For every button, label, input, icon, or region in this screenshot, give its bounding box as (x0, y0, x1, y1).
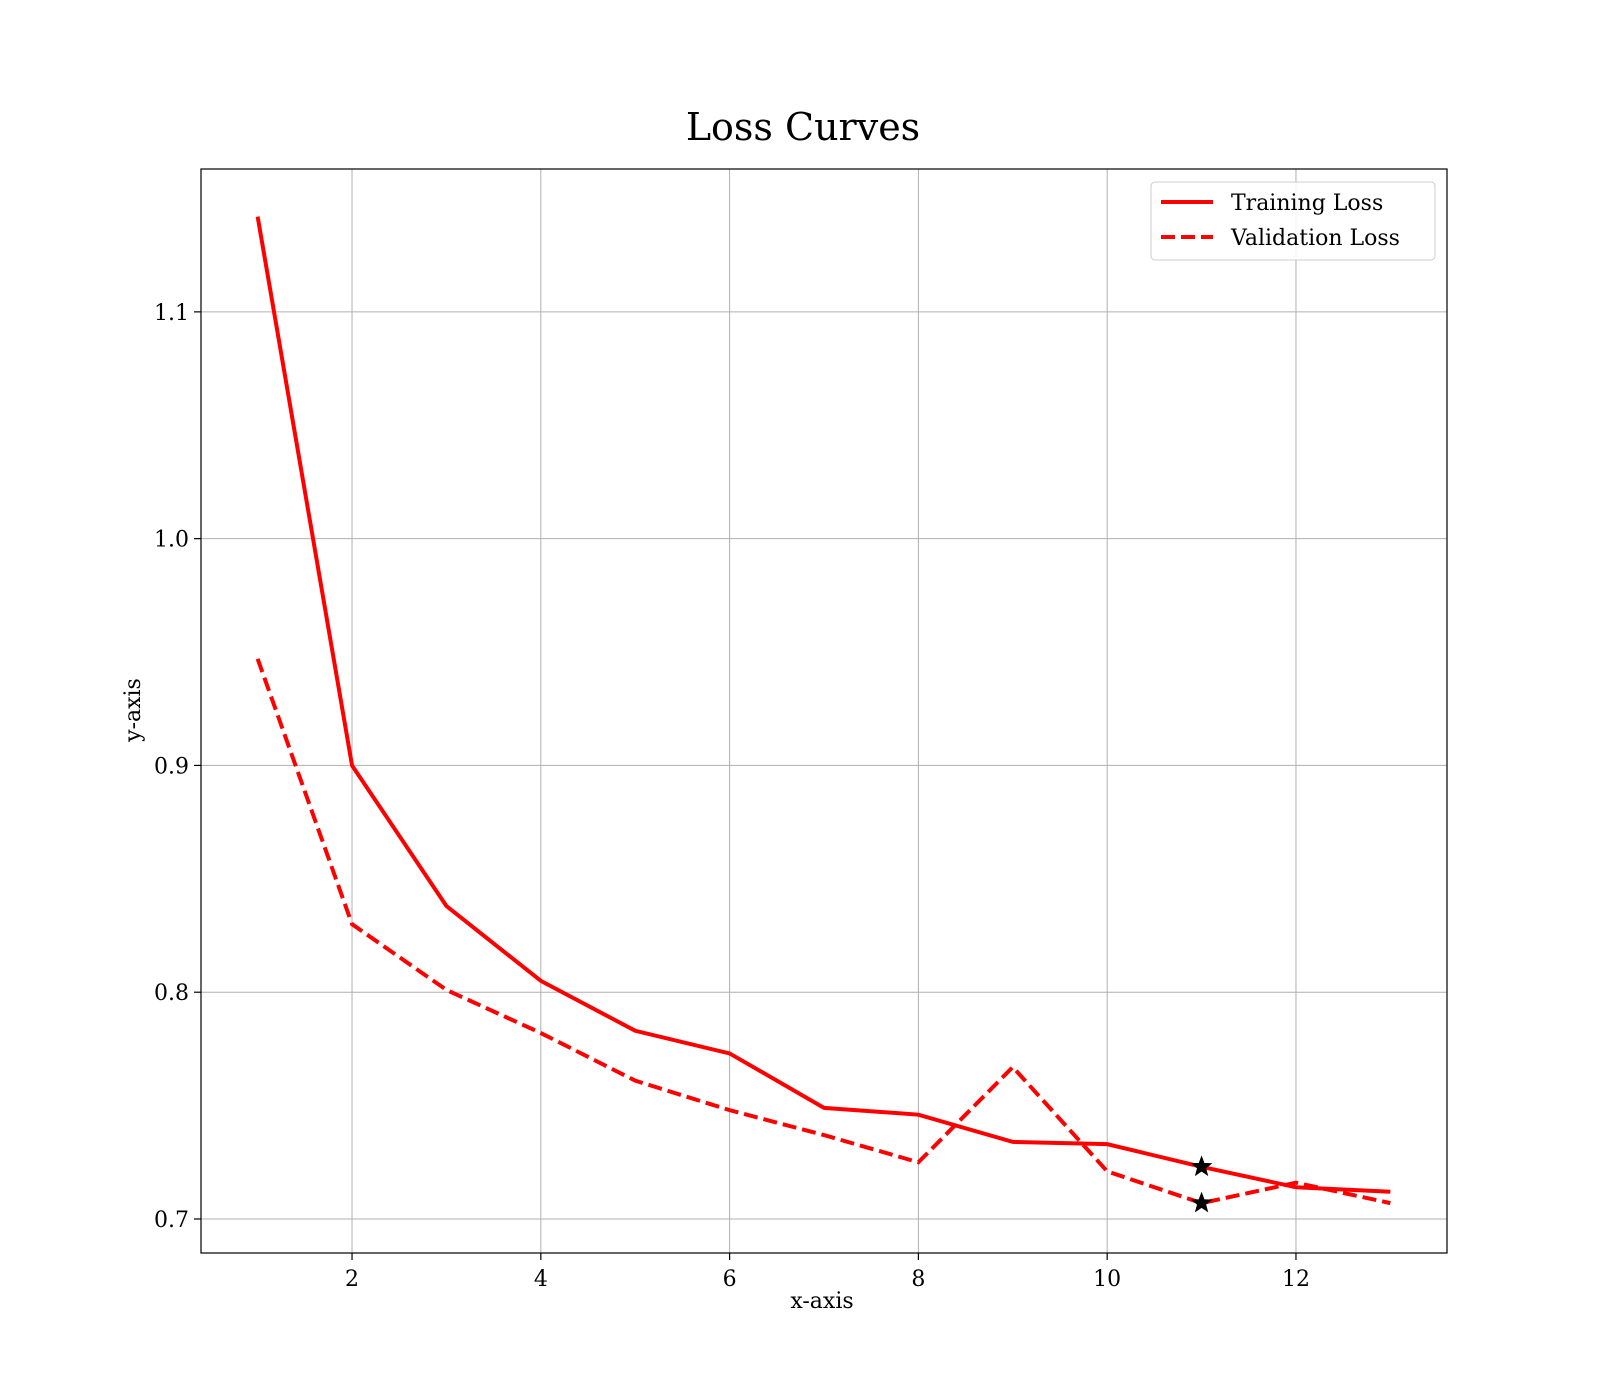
y-tick-label: 0.7 (154, 1208, 189, 1233)
x-tick-label: 8 (911, 1267, 925, 1292)
x-tick-label: 2 (345, 1267, 359, 1292)
validation-loss-line (255, 658, 1391, 1206)
y-axis-label: y-axis (121, 678, 146, 743)
grid-lines (201, 169, 1447, 1253)
star-icon (1190, 1155, 1213, 1177)
tick-labels: 2 4 6 8 10 12 0.7 0.8 0.9 1.0 1.1 (154, 301, 1310, 1292)
legend-label: Validation Loss (1230, 226, 1400, 251)
x-tick-label: 12 (1282, 1267, 1310, 1292)
y-tick-label: 1.0 (154, 528, 189, 553)
training-loss-line (255, 216, 1391, 1194)
y-tick-label: 1.1 (154, 301, 189, 326)
x-tick-label: 10 (1093, 1267, 1121, 1292)
legend-box (1150, 181, 1436, 261)
x-tick-label: 4 (534, 1267, 548, 1292)
y-tick-label: 0.9 (154, 754, 189, 779)
axes (194, 168, 1448, 1260)
legend-label: Training Loss (1231, 191, 1383, 216)
data-series (255, 216, 1391, 1206)
chart-title: Loss Curves (686, 105, 920, 149)
x-tick-label: 6 (723, 1267, 737, 1292)
x-axis-label: x-axis (790, 1289, 853, 1314)
plot-frame (200, 168, 1448, 1254)
legend: Training Loss Validation Loss (1150, 181, 1436, 261)
star-markers (1190, 1155, 1213, 1213)
y-tick-label: 0.8 (154, 981, 189, 1006)
star-icon (1190, 1191, 1213, 1213)
